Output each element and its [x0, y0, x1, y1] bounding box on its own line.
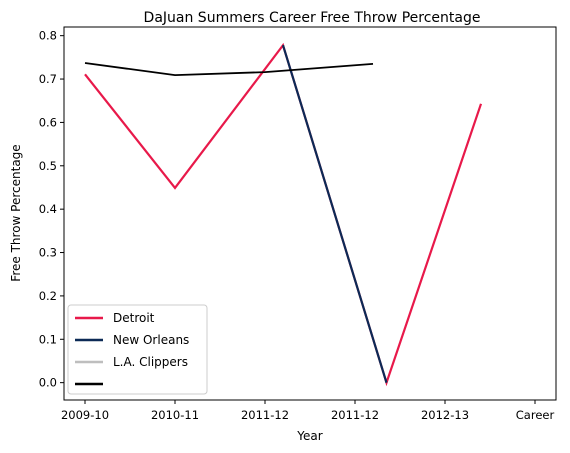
series-lines — [84, 42, 483, 387]
x-tick-label: 2011-12 — [241, 408, 289, 422]
y-tick-label: 0.0 — [39, 376, 57, 390]
legend-frame — [67, 304, 208, 395]
series-line-4 — [84, 62, 374, 77]
chart-title: DaJuan Summers Career Free Throw Percent… — [144, 10, 481, 26]
legend-label: Detroit — [113, 311, 155, 325]
legend-label: New Orleans — [113, 333, 189, 347]
x-axis: 2009-10 2010-11 2011-12 2011-12 2012-13 Caree… — [61, 400, 555, 422]
y-tick-label: 0.3 — [39, 246, 57, 260]
y-tick-label: 0.4 — [39, 202, 57, 216]
y-axis: 0.0 0.1 0.2 0.3 0.4 0.5 0.6 0.7 0.8 — [39, 29, 64, 390]
y-tick-label: 0.6 — [39, 115, 57, 129]
y-axis-label: Free Throw Percentage — [9, 144, 23, 281]
y-tick-label: 0.1 — [39, 332, 57, 346]
x-tick-label: 2012-13 — [421, 408, 469, 422]
x-tick-label: 2010-11 — [151, 408, 199, 422]
y-tick-label: 0.2 — [39, 289, 57, 303]
x-axis-label: Year — [296, 429, 322, 443]
plot-area — [63, 26, 557, 401]
y-tick-label: 0.5 — [39, 159, 57, 173]
x-tick-label: 2009-10 — [61, 408, 109, 422]
legend: Detroit New Orleans L.A. Clippers — [67, 304, 208, 395]
series-line-2 — [281, 44, 388, 384]
x-tick-label: 2011-12 — [331, 408, 379, 422]
legend-label: L.A. Clippers — [113, 355, 188, 369]
y-tick-label: 0.7 — [39, 72, 57, 86]
y-tick-label: 0.8 — [39, 29, 57, 43]
x-tick-label: Career — [516, 408, 555, 422]
